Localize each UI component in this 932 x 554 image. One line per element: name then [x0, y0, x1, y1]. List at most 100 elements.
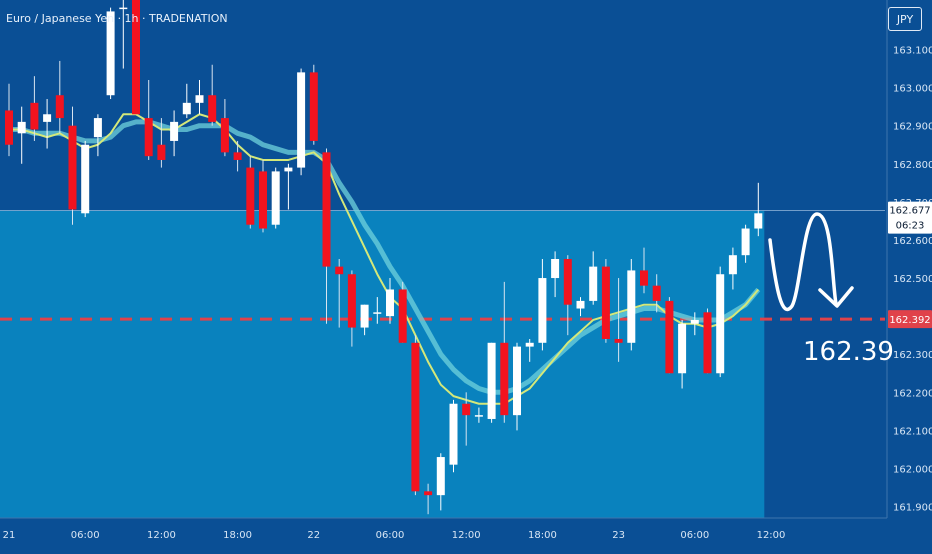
time-tick-label: 12:00 [147, 530, 176, 541]
candle[interactable] [716, 266, 725, 378]
candle-body [119, 7, 128, 10]
last-price-tag [888, 201, 932, 234]
candle-body [347, 274, 356, 328]
candle[interactable] [462, 392, 471, 446]
candle[interactable] [500, 281, 509, 423]
candle[interactable] [690, 312, 699, 336]
candle-body [398, 289, 407, 343]
candle[interactable] [640, 247, 648, 294]
last-price-label: 162.677 [889, 206, 930, 217]
candle[interactable] [182, 83, 191, 119]
candle[interactable] [360, 304, 369, 336]
candle[interactable] [309, 64, 318, 145]
candle[interactable] [754, 182, 763, 237]
candle[interactable] [576, 297, 585, 317]
currency-button[interactable]: JPY [888, 7, 922, 31]
candle[interactable] [297, 68, 306, 176]
candle[interactable] [678, 319, 687, 389]
candle[interactable] [347, 270, 356, 347]
candle[interactable] [728, 247, 737, 290]
candle[interactable] [487, 342, 496, 423]
candle[interactable] [652, 274, 661, 313]
candle-body [246, 167, 255, 225]
candle[interactable] [17, 106, 26, 164]
candle-body [106, 11, 115, 96]
price-tick-label: 162.000 [893, 464, 932, 475]
candle[interactable] [665, 297, 674, 374]
candle[interactable] [271, 167, 280, 229]
candle-body [132, 0, 140, 115]
candle[interactable] [436, 453, 445, 511]
candle[interactable] [601, 259, 610, 343]
price-tick-label: 163.000 [893, 84, 932, 95]
candle[interactable] [68, 106, 77, 225]
candle[interactable] [220, 99, 229, 157]
candle[interactable] [43, 99, 52, 149]
candle[interactable] [208, 64, 217, 126]
candle[interactable] [741, 224, 750, 263]
candle-body [665, 300, 674, 374]
candle-body [259, 171, 267, 229]
time-tick-label: 06:00 [376, 530, 405, 541]
candle[interactable] [614, 278, 623, 362]
candle[interactable] [589, 251, 598, 305]
candle[interactable] [246, 156, 255, 229]
candle[interactable] [335, 259, 344, 328]
candle[interactable] [386, 278, 394, 324]
candle-body [271, 171, 280, 225]
candle-body [284, 167, 293, 172]
candle-body [5, 110, 13, 145]
candle[interactable] [563, 255, 572, 336]
time-scale[interactable]: 21 06:00 12:00 18:00 22 06:00 12:00 18:00 23 06:0… [3, 530, 786, 541]
candle[interactable] [525, 338, 534, 362]
candle[interactable] [132, 0, 140, 115]
candle[interactable] [233, 140, 242, 172]
candles-layer [5, 0, 763, 515]
candle[interactable] [5, 83, 13, 157]
candle-body [500, 342, 509, 416]
time-tick-label: 18:00 [223, 530, 252, 541]
candle[interactable] [627, 259, 636, 351]
candle-body [170, 121, 179, 141]
time-tick-label: 12:00 [757, 530, 786, 541]
candle[interactable] [195, 79, 204, 115]
candle[interactable] [106, 7, 115, 100]
candle[interactable] [538, 259, 547, 351]
candle-body [81, 144, 90, 214]
candle[interactable] [93, 114, 102, 157]
candle-body [360, 304, 369, 328]
candle[interactable] [424, 483, 433, 515]
candle-body [322, 152, 331, 267]
candle[interactable] [81, 140, 90, 218]
candle[interactable] [144, 79, 153, 160]
candle[interactable] [449, 399, 458, 473]
candle-body [640, 270, 648, 286]
candle[interactable] [551, 251, 560, 298]
candle[interactable] [373, 297, 382, 324]
candle[interactable] [398, 281, 407, 343]
candle-body [703, 312, 712, 374]
candle-body [208, 95, 217, 122]
candle-body [754, 213, 763, 229]
candle[interactable] [55, 60, 64, 134]
time-tick-label: 06:00 [71, 530, 100, 541]
candle[interactable] [30, 76, 39, 141]
candle[interactable] [284, 163, 293, 210]
candle[interactable] [474, 407, 483, 423]
candle-body [68, 125, 77, 210]
candle-body [309, 72, 318, 141]
candle[interactable] [513, 342, 521, 431]
candle[interactable] [411, 335, 420, 496]
candle[interactable] [259, 159, 267, 233]
candle[interactable] [170, 110, 179, 157]
price-tick-label: 161.900 [893, 503, 932, 514]
candle[interactable] [119, 0, 128, 69]
candle-body [144, 118, 153, 157]
candle[interactable] [703, 308, 712, 374]
symbol-title[interactable]: Euro / Japanese Yen · 1h · TRADENATION [6, 12, 228, 25]
candle[interactable] [157, 118, 166, 168]
price-tick-label: 162.200 [893, 388, 932, 399]
candle[interactable] [322, 148, 331, 324]
